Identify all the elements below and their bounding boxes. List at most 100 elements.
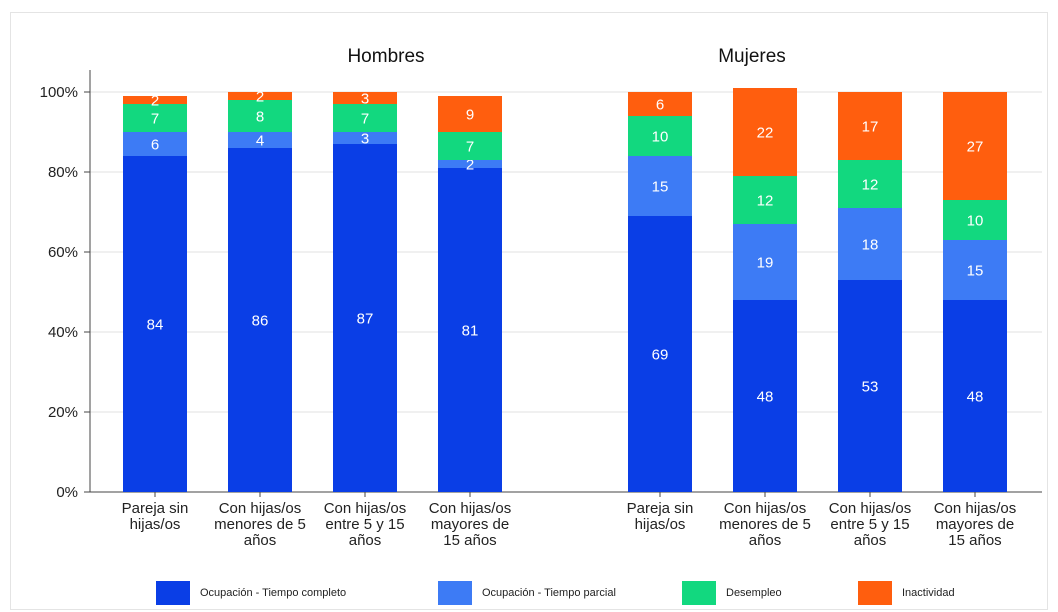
x-tick-label: menores de 5 [214,516,306,533]
bar-segment [943,92,1007,200]
data-label: 2 [466,156,474,173]
data-label: 84 [147,316,164,333]
legend-item: Ocupación - Tiempo completo [156,580,346,606]
x-tick-label: Con hijas/os [429,500,512,517]
data-label: 48 [757,388,774,405]
legend-label: Ocupación - Tiempo parcial [482,587,616,599]
bar-segment [733,88,797,176]
data-label: 69 [652,346,669,363]
y-tick-label: 60% [48,244,78,261]
data-label: 48 [967,388,984,405]
bar-segment [333,104,397,132]
data-label: 6 [151,136,159,153]
data-label: 3 [361,130,369,147]
bar-segment [228,148,292,492]
bar-segment [628,216,692,492]
data-label: 27 [967,138,984,155]
legend-swatch [438,581,472,605]
y-tick-label: 80% [48,164,78,181]
data-label: 10 [967,212,984,229]
bar-segment [733,176,797,224]
legend-swatch [156,581,190,605]
bar-segment [838,92,902,160]
x-tick-label: entre 5 y 15 [325,516,404,533]
data-label: 12 [862,176,879,193]
x-tick-label: entre 5 y 15 [830,516,909,533]
bar-segment [228,132,292,148]
y-tick-label: 20% [48,404,78,421]
data-label: 53 [862,378,879,395]
bar-segment [943,300,1007,492]
data-label: 4 [256,132,264,149]
panel-title: Mujeres [718,46,786,67]
data-label: 7 [151,110,159,127]
legend-label: Desempleo [726,587,782,599]
bar-segment [838,160,902,208]
bar-segment [943,240,1007,300]
data-label: 86 [252,312,269,329]
bar-segment [438,160,502,168]
chart-legend: Ocupación - Tiempo completo Ocupación - T… [0,580,1058,606]
data-label: 8 [256,108,264,125]
bar-segment [228,92,292,100]
data-label: 87 [357,310,374,327]
data-label: 17 [862,118,879,135]
bar-segment [438,168,502,492]
bar-segment [943,200,1007,240]
legend-item: Desempleo [682,580,782,606]
data-label: 15 [652,178,669,195]
data-label: 6 [656,96,664,113]
x-tick-label: años [349,532,382,549]
bar-segment [123,132,187,156]
data-label: 18 [862,236,879,253]
bar-segment [733,224,797,300]
x-tick-label: Con hijas/os [724,500,807,517]
bar-segment [628,116,692,156]
data-label: 12 [757,192,774,209]
y-tick-label: 0% [56,484,78,501]
y-tick-label: 100% [40,84,78,101]
data-label: 15 [967,262,984,279]
bar-segment [333,92,397,104]
bar-segment [333,132,397,144]
legend-swatch [682,581,716,605]
bar-segment [838,208,902,280]
legend-swatch [858,581,892,605]
bar-segment [438,96,502,132]
data-label: 19 [757,254,774,271]
data-label: 22 [757,124,774,141]
y-tick-label: 40% [48,324,78,341]
bar-segment [123,96,187,104]
x-tick-label: 15 años [443,532,496,549]
data-label: 81 [462,322,479,339]
x-tick-label: Pareja sin [122,500,189,517]
x-tick-label: mayores de [431,516,509,533]
bar-segment [228,100,292,132]
legend-item: Inactividad [858,580,955,606]
data-label: 2 [256,88,264,105]
x-tick-label: mayores de [936,516,1014,533]
x-tick-label: Con hijas/os [934,500,1017,517]
x-tick-label: Con hijas/os [324,500,407,517]
data-label: 7 [466,138,474,155]
data-label: 3 [361,90,369,107]
x-tick-label: años [749,532,782,549]
chart-frame [10,12,1048,610]
bar-segment [628,156,692,216]
bar-segment [628,92,692,116]
data-label: 2 [151,92,159,109]
bar-segment [123,104,187,132]
legend-label: Ocupación - Tiempo completo [200,587,347,599]
bar-segment [123,156,187,492]
panel-title: Hombres [347,46,424,67]
data-label: 9 [466,106,474,123]
x-tick-label: Con hijas/os [219,500,302,517]
bar-segment [438,132,502,160]
legend-item: Ocupación - Tiempo parcial [438,580,616,606]
bar-segment [333,144,397,492]
bar-segment [838,280,902,492]
legend-label: Inactividad [902,587,955,599]
x-tick-label: años [854,532,887,549]
x-tick-label: Con hijas/os [829,500,912,517]
